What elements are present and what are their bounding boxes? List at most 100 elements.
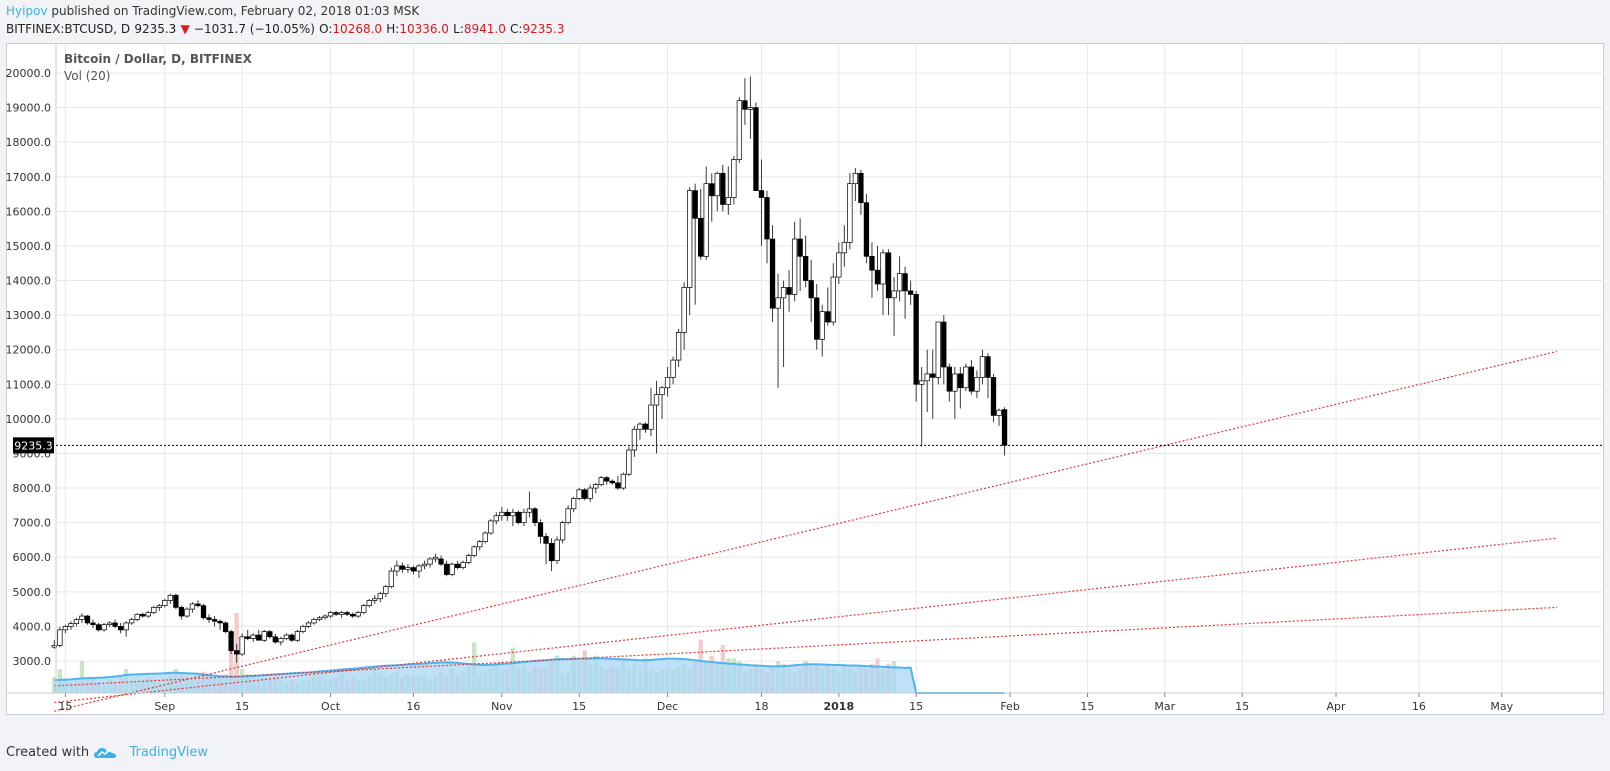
candle-body: [101, 624, 107, 631]
candle-body: [990, 377, 997, 416]
candle-body: [941, 321, 947, 368]
candle-body: [698, 217, 704, 257]
candle-body: [747, 107, 754, 110]
candle-body: [294, 631, 301, 641]
candle-body: [112, 622, 118, 627]
candle-body: [416, 565, 422, 572]
candle-body: [775, 297, 781, 309]
x-tick-label: Sep: [154, 700, 175, 713]
trendlines: [54, 350, 1558, 712]
candle-body: [869, 255, 875, 271]
x-tick-label: Feb: [1000, 700, 1019, 713]
candle-body: [68, 623, 74, 627]
candle-body: [714, 172, 720, 197]
candle-body: [753, 107, 759, 191]
candle-body: [670, 359, 676, 378]
candle-body: [1001, 409, 1008, 446]
y-axis: 3000.04000.05000.06000.07000.08000.09000…: [6, 43, 57, 693]
legend-indicator: Vol (20): [64, 69, 110, 83]
candle-body: [570, 498, 577, 510]
candle-body: [333, 612, 339, 615]
candle-body: [521, 511, 527, 523]
candle-body: [615, 482, 621, 489]
candle-body: [681, 287, 687, 333]
candle-body: [272, 636, 278, 643]
candle-body: [598, 477, 604, 485]
legend-title: Bitcoin / Dollar, D, BITFINEX: [64, 52, 253, 66]
candle-body: [449, 563, 455, 575]
high-value: 10336.0: [399, 22, 449, 36]
candle-body: [167, 594, 174, 601]
grid-lines: [56, 43, 1604, 693]
candle-body: [90, 622, 96, 626]
candle-body: [902, 273, 908, 292]
current-price-badge: [13, 437, 54, 454]
x-tick-label: 16: [406, 700, 420, 713]
candle-body: [366, 600, 372, 607]
candle-body: [814, 297, 820, 340]
candle-body: [189, 603, 196, 610]
candle-body: [156, 605, 162, 608]
candle-body: [134, 613, 140, 620]
y-tick-label: 7000.0: [13, 517, 52, 530]
candle-body: [808, 280, 814, 299]
candle-body: [874, 269, 881, 285]
candle-body: [930, 373, 936, 378]
tradingview-cloud-icon: [94, 747, 117, 758]
y-tick-label: 11000.0: [6, 378, 51, 391]
candle-body: [769, 238, 776, 309]
candle-body: [350, 613, 356, 617]
candle-body: [979, 356, 986, 378]
candle-body: [338, 612, 345, 615]
published-text: published on TradingView.com, February 0…: [51, 4, 420, 18]
author-link[interactable]: Hyipov: [6, 4, 48, 18]
candle-body: [261, 631, 267, 641]
x-tick-label: Dec: [657, 700, 678, 713]
y-tick-label: 19000.0: [6, 102, 51, 115]
candle-body: [316, 617, 323, 620]
candle-body: [195, 603, 201, 607]
candle-body: [289, 634, 295, 641]
candle-body: [653, 394, 660, 406]
price-chart[interactable]: 3000.04000.05000.06000.07000.08000.09000…: [6, 43, 1604, 715]
candle-body: [305, 622, 312, 627]
candle-body: [791, 238, 798, 295]
candle-body: [896, 273, 903, 292]
x-tick-label: 15: [1080, 700, 1094, 713]
candle-body: [830, 276, 836, 323]
candle-body: [117, 626, 124, 631]
candle-body: [758, 190, 765, 198]
chart-panel[interactable]: [6, 43, 1604, 715]
trendline: [54, 606, 1558, 687]
y-tick-label: 14000.0: [6, 275, 51, 288]
candles: [51, 76, 1008, 663]
candle-body: [587, 487, 593, 499]
candle-body: [924, 373, 930, 382]
high-label: H:: [386, 22, 400, 36]
volume-bar: [79, 661, 85, 693]
candle-body: [935, 321, 941, 378]
candle-body: [891, 290, 897, 299]
candle-body: [421, 563, 428, 567]
x-tick-label: 15: [572, 700, 586, 713]
candle-body: [184, 608, 190, 617]
candle-body: [736, 100, 743, 160]
candle-body: [173, 594, 179, 608]
x-tick-label: 15: [58, 700, 72, 713]
y-tick-label: 16000.0: [6, 205, 51, 218]
x-tick-label: 15: [1235, 700, 1249, 713]
candle-body: [488, 520, 494, 534]
candle-body: [211, 619, 218, 622]
x-tick-label: 16: [1412, 700, 1426, 713]
x-tick-label: Oct: [321, 700, 341, 713]
open-value: 10268.0: [332, 22, 383, 36]
candle-body: [283, 634, 290, 639]
candle-body: [477, 541, 483, 548]
publish-header: Hyipov published on TradingView.com, Feb…: [6, 3, 419, 19]
tradingview-link[interactable]: TradingView: [129, 745, 208, 760]
candle-body: [675, 332, 682, 361]
x-tick-label: 15: [235, 700, 249, 713]
candle-body: [79, 615, 85, 620]
candle-body: [267, 631, 273, 638]
candle-body: [863, 202, 870, 257]
